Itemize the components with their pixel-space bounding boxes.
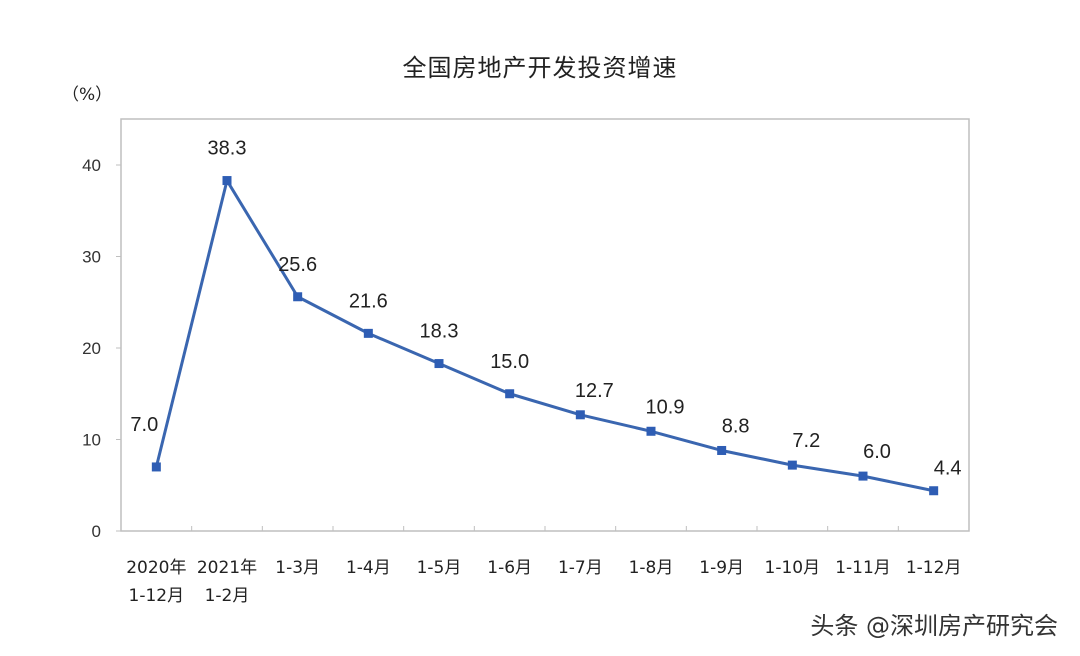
y-tick-label: 30 bbox=[82, 248, 101, 267]
data-label: 6.0 bbox=[863, 441, 891, 463]
data-point-marker bbox=[434, 359, 444, 369]
data-point-marker bbox=[929, 486, 939, 496]
data-point-marker bbox=[293, 292, 303, 302]
data-point-marker bbox=[222, 176, 232, 186]
x-tick-label: 2021年 bbox=[197, 558, 257, 578]
series-line bbox=[154, 179, 934, 493]
x-tick-label: 1-2月 bbox=[205, 586, 250, 606]
x-tick-label: 2020年 bbox=[126, 558, 186, 578]
data-label: 25.6 bbox=[278, 254, 317, 276]
data-label: 7.2 bbox=[792, 430, 820, 452]
x-tick-label: 1-6月 bbox=[487, 558, 532, 578]
data-label: 7.0 bbox=[130, 414, 158, 436]
data-label: 15.0 bbox=[490, 351, 529, 373]
data-point-marker bbox=[858, 471, 868, 481]
data-point-marker bbox=[151, 462, 161, 472]
x-tick-label: 1-7月 bbox=[558, 558, 603, 578]
x-tick-label: 1-8月 bbox=[629, 558, 674, 578]
data-label: 4.4 bbox=[934, 458, 962, 480]
data-point-marker bbox=[717, 445, 727, 455]
data-point-marker bbox=[787, 460, 797, 470]
y-axis-unit-label: （%） bbox=[62, 85, 113, 105]
x-tick-label: 1-12月 bbox=[129, 586, 185, 606]
x-tick-label: 1-12月 bbox=[906, 558, 962, 578]
plot-area-frame bbox=[120, 118, 970, 532]
data-point-marker bbox=[646, 426, 656, 436]
data-label: 10.9 bbox=[646, 396, 685, 418]
data-label: 38.3 bbox=[208, 138, 247, 160]
data-point-marker bbox=[363, 328, 373, 338]
x-tick-label: 1-5月 bbox=[417, 558, 462, 578]
data-label: 21.6 bbox=[349, 290, 388, 312]
x-tick-label: 1-11月 bbox=[835, 558, 891, 578]
y-tick-label: 40 bbox=[82, 156, 101, 175]
x-tick-label: 1-10月 bbox=[765, 558, 821, 578]
y-tick-label: 0 bbox=[92, 522, 101, 541]
watermark: 头条 @深圳房产研究会 bbox=[810, 612, 1058, 640]
data-label: 18.3 bbox=[420, 321, 459, 343]
y-tick-label: 20 bbox=[82, 339, 101, 358]
data-point-marker bbox=[575, 410, 585, 420]
data-label: 12.7 bbox=[575, 380, 614, 402]
x-tick-label: 1-3月 bbox=[275, 558, 320, 578]
x-tick-label: 1-4月 bbox=[346, 558, 391, 578]
x-tick-label: 1-9月 bbox=[699, 558, 744, 578]
data-point-marker bbox=[505, 389, 515, 399]
y-tick-label: 10 bbox=[82, 431, 101, 450]
data-label: 8.8 bbox=[722, 415, 750, 437]
chart-title: 全国房地产开发投资增速 bbox=[402, 54, 678, 82]
